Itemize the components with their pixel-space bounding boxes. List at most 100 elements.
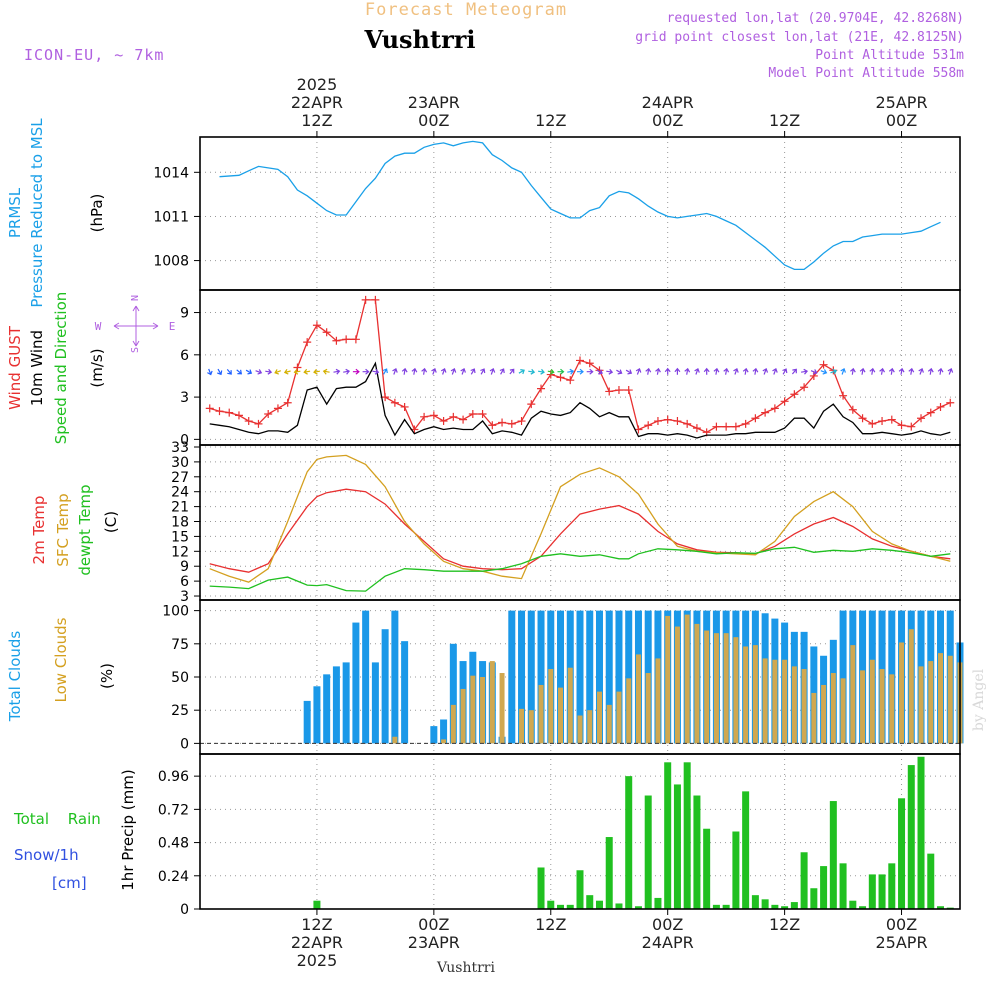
time-label-bottom: 00Z xyxy=(418,915,449,934)
bar-total-clouds xyxy=(303,700,311,744)
gust-marker xyxy=(800,383,809,392)
wind-arrow xyxy=(918,368,924,375)
wind-arrow xyxy=(236,369,243,375)
wind-arrow xyxy=(888,367,895,375)
label-wind-gust: Wind GUST xyxy=(6,325,24,410)
bar-low-clouds xyxy=(743,646,749,744)
y-tick-label: 24 xyxy=(171,485,189,501)
time-label-bottom: 22APR xyxy=(291,933,343,952)
label-total-rain: Total Rain xyxy=(13,810,101,828)
gust-marker xyxy=(478,410,487,418)
gust-marker xyxy=(683,419,692,428)
bar-low-clouds xyxy=(762,658,768,744)
wind-arrow xyxy=(655,367,661,375)
gust-marker xyxy=(653,417,662,426)
bar-low-clouds xyxy=(791,666,797,744)
bar-low-clouds xyxy=(899,642,905,744)
wind-arrow xyxy=(850,367,856,375)
gridpoint-coords: grid point closest lon,lat (21E, 42.8125… xyxy=(635,30,964,45)
wind-arrow xyxy=(499,368,505,375)
label-snow: Snow/1h xyxy=(14,846,79,864)
gust-marker xyxy=(293,363,302,372)
bar-total-clouds xyxy=(586,610,594,744)
time-label-bottom: 12Z xyxy=(301,915,332,934)
y-tick-label: 6 xyxy=(180,574,189,590)
wind-arrow xyxy=(859,367,866,375)
point-altitude: Point Altitude 531m xyxy=(815,48,964,63)
bar-low-clouds xyxy=(558,687,564,744)
compass-w: W xyxy=(95,320,102,333)
bar-low-clouds xyxy=(811,692,817,744)
gust-marker xyxy=(332,336,341,345)
wind-arrow xyxy=(293,368,301,375)
bar-total-rain xyxy=(917,756,925,909)
bar-total-rain xyxy=(644,795,652,909)
bar-total-rain xyxy=(722,904,730,909)
label-hpa: (hPa) xyxy=(88,194,106,233)
bar-total-clouds xyxy=(313,686,321,744)
bar-low-clouds xyxy=(567,667,573,744)
wind-arrow xyxy=(752,367,759,375)
bar-total-clouds xyxy=(323,674,331,744)
bar-total-rain xyxy=(654,897,662,909)
bar-total-rain xyxy=(868,874,876,909)
label-speed-direction: Speed and Direction xyxy=(52,292,70,445)
bar-low-clouds xyxy=(441,739,447,744)
bar-low-clouds xyxy=(733,637,739,744)
y-tick-label: 21 xyxy=(171,500,189,516)
gust-marker xyxy=(205,404,214,413)
compass-n: N xyxy=(130,295,141,301)
wind-arrow xyxy=(207,368,213,376)
compass-e: E xyxy=(169,320,176,333)
y-tick-label: 30 xyxy=(171,455,189,471)
gust-marker xyxy=(527,400,536,409)
footer-location: Vushtrri xyxy=(436,960,495,976)
y-tick-label: 0.24 xyxy=(158,869,189,885)
wind-arrow xyxy=(322,368,330,375)
bar-low-clouds xyxy=(821,684,827,744)
bar-low-clouds xyxy=(665,615,671,744)
bar-low-clouds xyxy=(840,678,846,744)
requested-coords: requested lon,lat (20.9704E, 42.8268N) xyxy=(667,11,964,26)
bar-total-rain xyxy=(605,837,613,909)
bar-total-rain xyxy=(673,784,681,909)
bar-low-clouds xyxy=(723,633,729,744)
gust-marker xyxy=(420,412,429,421)
gust-marker xyxy=(605,387,614,396)
gust-marker xyxy=(468,410,477,418)
wind-arrow xyxy=(616,369,623,375)
y-tick-label: 9 xyxy=(180,306,189,322)
wind-arrow xyxy=(937,367,944,375)
bar-total-clouds xyxy=(839,610,847,744)
bar-low-clouds xyxy=(470,675,476,744)
bar-low-clouds xyxy=(674,626,680,744)
bar-total-rain xyxy=(810,888,818,909)
gust-marker xyxy=(498,418,507,427)
y-tick-label: 18 xyxy=(171,515,189,531)
bar-low-clouds xyxy=(713,633,719,744)
model-altitude: Model Point Altitude 558m xyxy=(768,66,964,81)
gust-marker xyxy=(225,408,234,417)
wind-arrow xyxy=(830,368,838,375)
bar-low-clouds xyxy=(772,659,778,744)
gust-marker xyxy=(673,417,682,426)
gust-marker xyxy=(264,410,273,418)
time-label-bottom: 2025 xyxy=(297,951,338,970)
wind-arrow xyxy=(782,368,788,375)
bar-low-clouds xyxy=(489,661,495,744)
bar-low-clouds xyxy=(752,645,758,744)
bar-total-rain xyxy=(927,853,935,909)
wind-arrow xyxy=(645,367,652,375)
wind-arrow xyxy=(265,368,273,375)
time-label-bottom: 12Z xyxy=(769,915,800,934)
gust-marker xyxy=(614,386,623,395)
gust-marker xyxy=(634,425,643,434)
bar-total-clouds xyxy=(371,662,379,744)
y-tick-label: 27 xyxy=(171,470,189,486)
gust-marker xyxy=(351,335,360,344)
gust-marker xyxy=(234,411,243,420)
gust-marker xyxy=(459,415,468,424)
bar-total-rain xyxy=(771,904,779,909)
wind-arrow xyxy=(372,368,380,375)
gust-marker xyxy=(878,417,887,426)
